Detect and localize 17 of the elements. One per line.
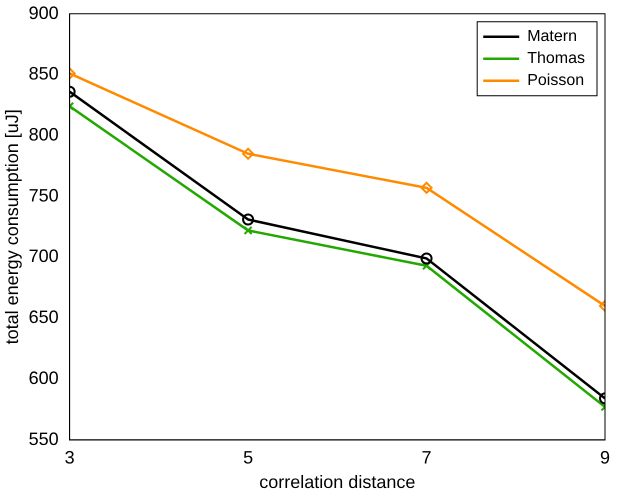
y-tick-label: 550 — [28, 428, 59, 449]
x-tick-label: 3 — [64, 448, 75, 468]
x-axis-title: correlation distance — [259, 472, 416, 492]
legend-label: Thomas — [527, 50, 585, 68]
y-axis-title: total energy consumption [uJ] — [2, 109, 22, 344]
x-tick-label: 7 — [422, 448, 432, 468]
x-tick-label: 5 — [243, 448, 254, 468]
y-tick-label: 800 — [28, 124, 59, 144]
legend-label: Matern — [527, 28, 577, 46]
legend-label: Poisson — [527, 72, 584, 90]
x-tick-label: 9 — [600, 448, 610, 468]
y-tick-label: 900 — [28, 2, 59, 23]
y-tick-label: 600 — [28, 368, 59, 388]
y-tick-label: 650 — [28, 307, 59, 328]
y-tick-label: 850 — [28, 64, 59, 84]
y-tick-label: 700 — [28, 246, 59, 266]
y-tick-label: 750 — [28, 185, 59, 206]
